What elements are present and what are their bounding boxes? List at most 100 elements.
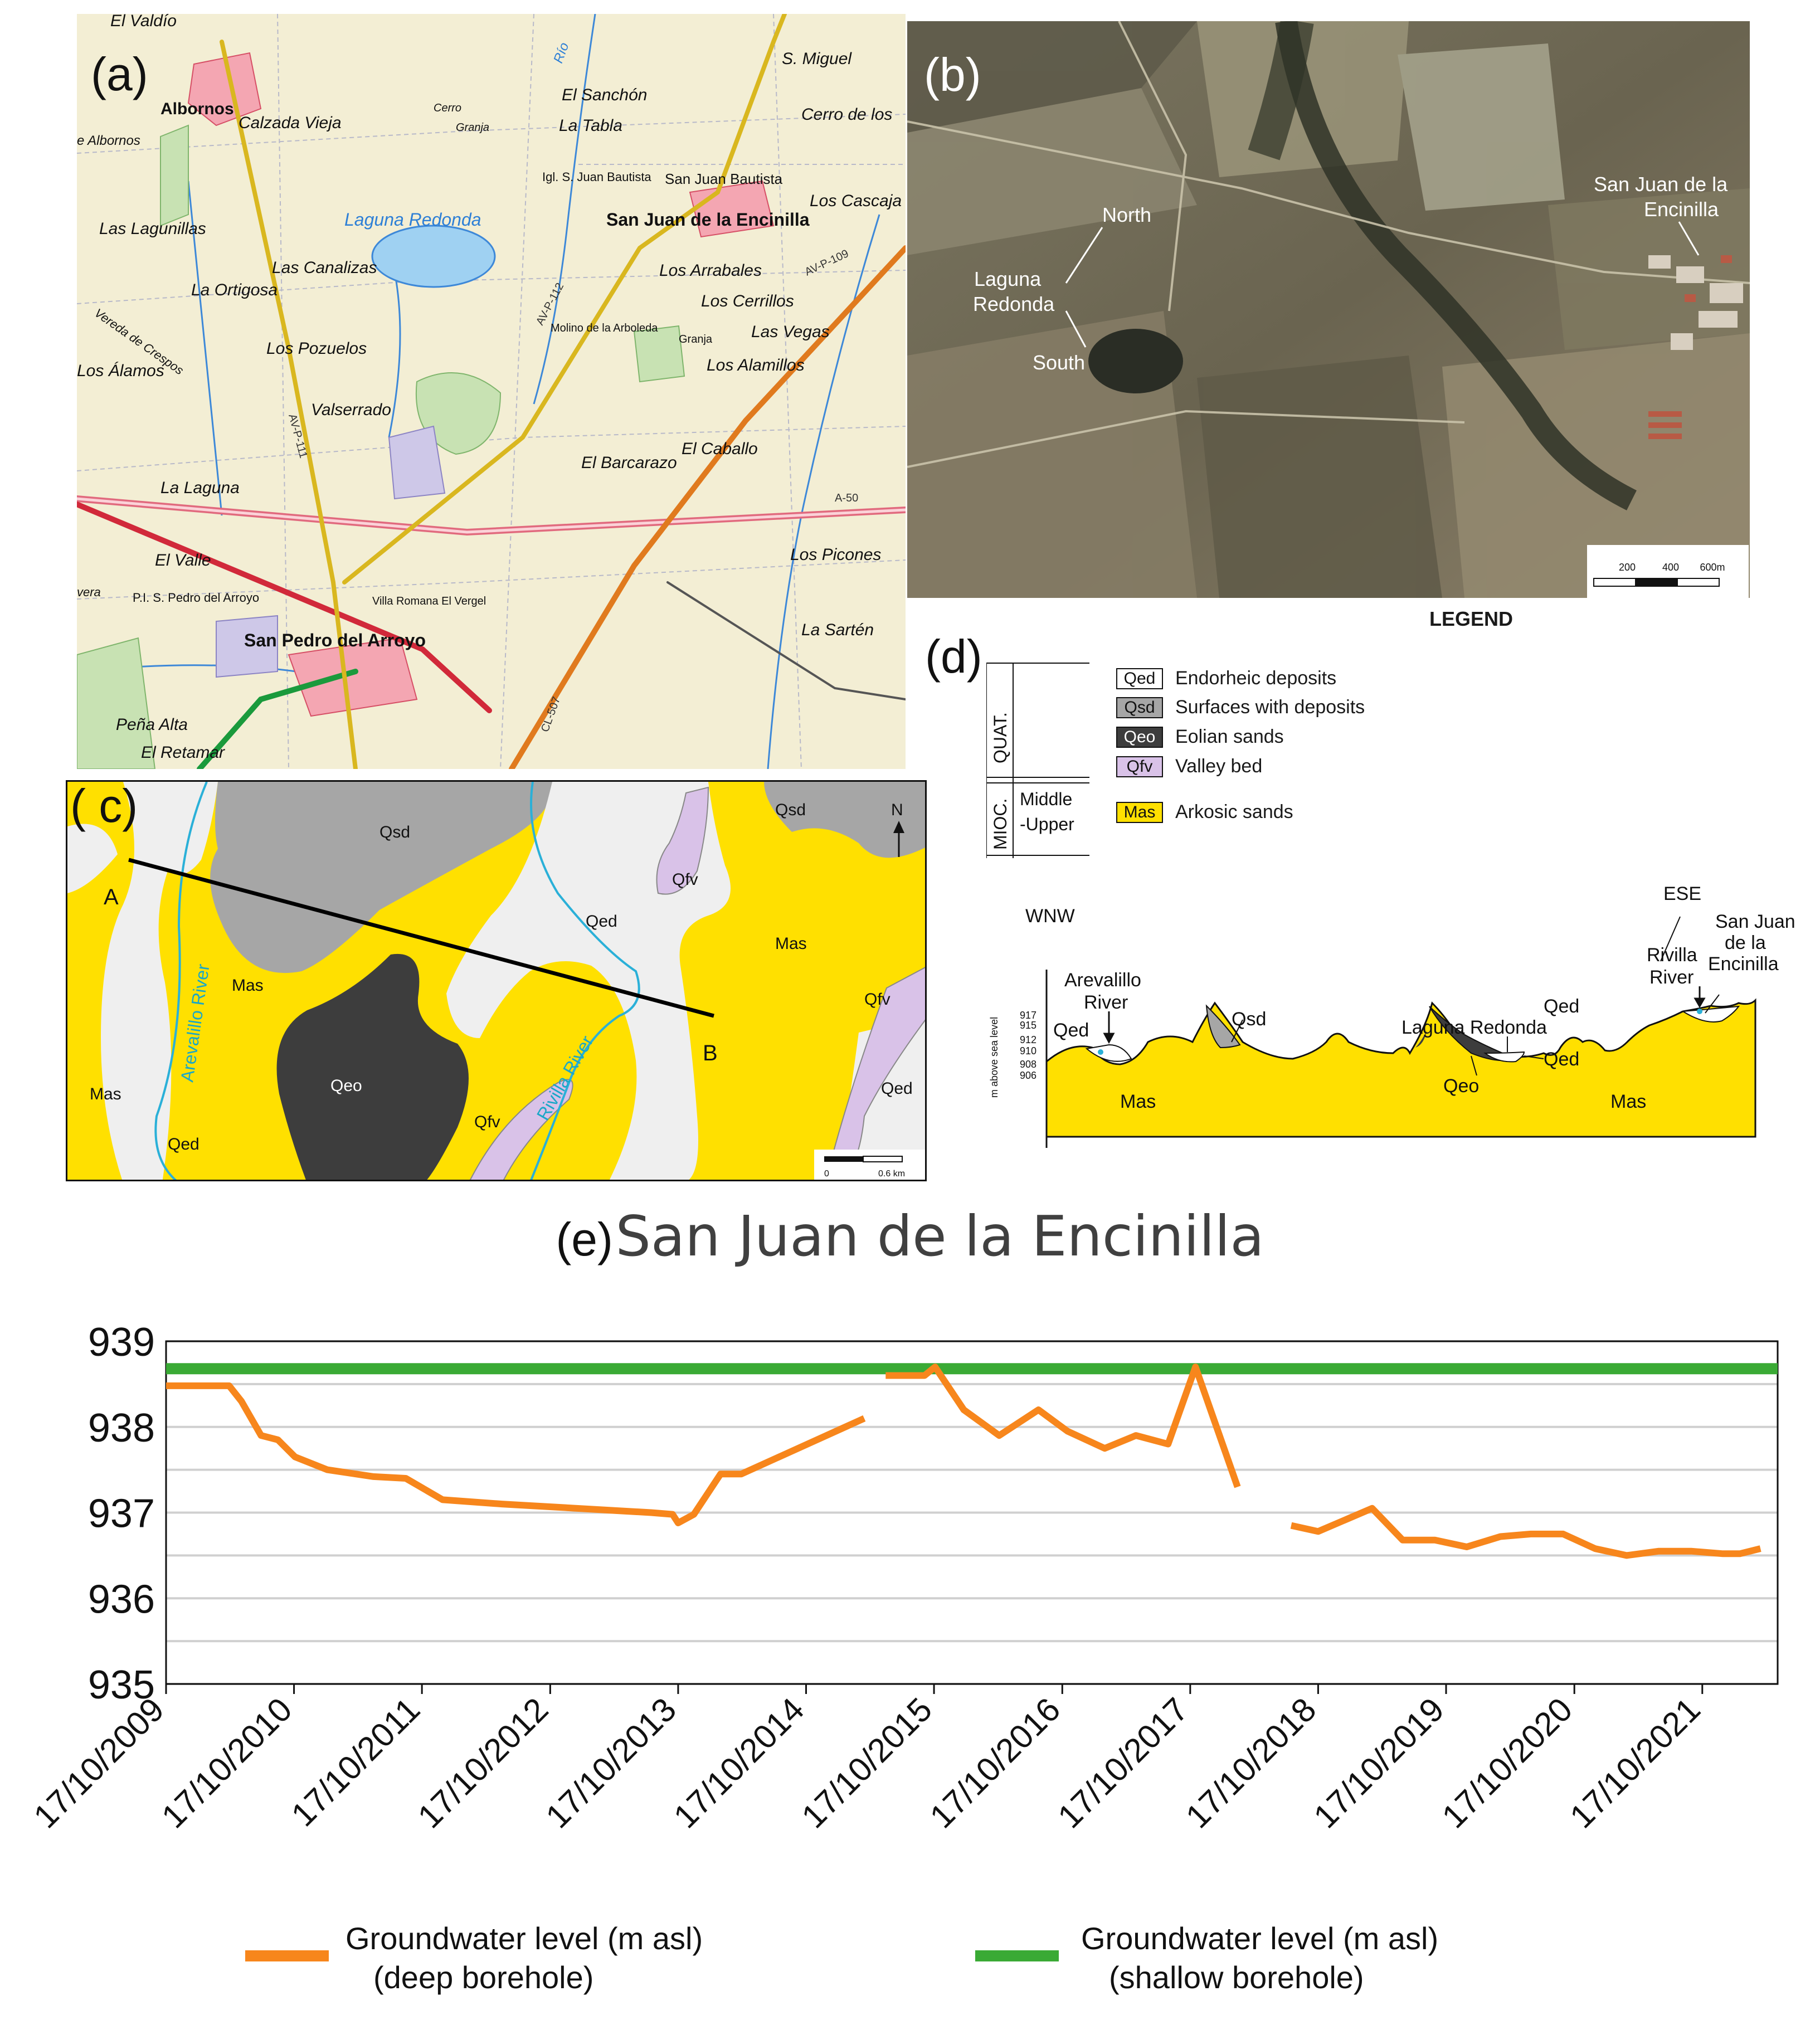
place-label: El Valdío [110, 14, 177, 30]
geo-unit-label: Qed [168, 1135, 199, 1153]
section-label: Arevalillo [1064, 970, 1141, 991]
place-label: Albornos [160, 100, 234, 118]
section-tick: 910 [1020, 1045, 1036, 1057]
place-label: Las Lagunillas [99, 220, 206, 238]
place-label: La Ortigosa [191, 281, 278, 299]
y-tick-label: 938 [88, 1406, 155, 1450]
place-label: Molino de la Arboleda [551, 322, 658, 334]
section-label: River [1649, 967, 1694, 988]
section-tick: 915 [1020, 1020, 1036, 1031]
sat-label-san-juan-2: Encinilla [1644, 198, 1719, 221]
x-tick-label: 17/10/2016 [923, 1691, 1068, 1836]
sat-label-north: North [1102, 203, 1151, 226]
legend-swatch: Mas [1116, 801, 1163, 823]
place-label: Calzada Vieja [239, 114, 342, 132]
legend-label: Groundwater level (m asl) [1081, 1921, 1438, 1956]
legend-label: (shallow borehole) [1109, 1960, 1364, 1995]
legend-label: Groundwater level (m asl) [345, 1921, 703, 1956]
section-label: Rivilla [1647, 945, 1697, 966]
x-tick-label: 17/10/2021 [1563, 1691, 1707, 1836]
place-label: La Tabla [559, 116, 622, 135]
x-tick-label: 17/10/2009 [26, 1691, 171, 1836]
place-label: El Valle [155, 551, 211, 569]
topographic-map: El Valdío Albornos e Albornos Calzada Vi… [77, 14, 906, 769]
age-label-2: -Upper [1020, 814, 1074, 834]
x-tick-label: 17/10/2017 [1050, 1691, 1195, 1836]
geo-unit-label: Qfv [864, 990, 890, 1009]
legend-item: Qeo Eolian sands [1116, 726, 1284, 748]
geo-unit-label: Qsd [775, 801, 806, 819]
legend-item: Mas Arkosic sands [1116, 801, 1293, 823]
x-tick-label: 17/10/2020 [1435, 1691, 1580, 1836]
x-tick-label: 17/10/2015 [795, 1691, 940, 1836]
x-tick-label: 17/10/2013 [538, 1691, 683, 1836]
section-label: Qed [1053, 1020, 1089, 1041]
cross-section-panel: 917 915 912 910 908 906 m above sea leve… [981, 875, 1806, 1165]
chart-title-row: (e) San Juan de la Encinilla [0, 1204, 1820, 1269]
legend-text: Arkosic sands [1175, 801, 1293, 822]
legend-swatch: Qsd [1116, 697, 1163, 718]
geological-map-panel: Qsd Qsd Qed Qed Qed Qfv Qfv Qfv Mas Mas … [66, 780, 927, 1181]
legend-text: Endorheic deposits [1175, 668, 1337, 689]
section-label: River [1084, 992, 1128, 1013]
section-yaxis-label: m above sea level [989, 1017, 1000, 1098]
scale-label: 0 [824, 1169, 829, 1179]
section-label: Qeo [1443, 1075, 1479, 1097]
scale-tick: 600m [1700, 562, 1725, 573]
panel-label-b: (b) [924, 48, 981, 101]
legend-title: LEGEND [1429, 607, 1514, 630]
groundwater-chart: 935 936 937 938 939 17/10/2009 17/10/2010 17/10… [0, 1282, 1820, 2027]
geo-unit-label: Qed [586, 912, 617, 931]
legend-text: Surfaces with deposits [1175, 697, 1365, 718]
geo-unit-label: Qfv [474, 1113, 500, 1131]
geo-unit-label: Qeo [330, 1077, 362, 1095]
legend-item: Qed Endorheic deposits [1116, 668, 1336, 689]
legend-swatch: Qeo [1116, 726, 1163, 748]
place-label: Valserrado [311, 401, 391, 419]
place-label: Los Álamos [77, 362, 164, 380]
sat-label-redonda: Redonda [973, 293, 1055, 315]
place-label: vera [77, 585, 101, 599]
x-tick-label: 17/10/2011 [284, 1691, 427, 1834]
geo-unit-label: Qfv [672, 870, 698, 889]
place-label: P.I. S. Pedro del Arroyo [133, 591, 259, 605]
stratigraphy-column: QUAT. MIOC. Middle -Upper [986, 663, 1089, 858]
place-label: Granja [679, 333, 713, 345]
series-line-deep [1290, 1505, 1761, 1559]
place-label: Villa Romana El Vergel [372, 595, 486, 607]
place-label: Cerro de los [801, 105, 892, 124]
legend-item: Qfv Valley bed [1116, 756, 1262, 777]
section-tick: 906 [1020, 1070, 1036, 1081]
legend-text: Eolian sands [1175, 726, 1284, 747]
geological-map: Qsd Qsd Qed Qed Qed Qfv Qfv Qfv Mas Mas … [67, 782, 925, 1180]
section-label: Qsd [1232, 1009, 1266, 1030]
section-point-a: A [104, 885, 119, 909]
place-label: San Pedro del Arroyo [244, 630, 426, 650]
section-point-b: B [703, 1041, 718, 1065]
place-label: S. Miguel [782, 50, 852, 68]
place-label: San Juan Bautista [665, 171, 783, 187]
section-direction-ese: ESE [1663, 883, 1701, 904]
y-tick-label: 939 [88, 1320, 155, 1365]
place-label: Las Vegas [751, 323, 830, 341]
north-arrow-label: N [891, 801, 903, 819]
series-line-deep [885, 1364, 1241, 1488]
x-tick-label: 17/10/2018 [1179, 1691, 1323, 1836]
y-tick-label: 937 [88, 1492, 155, 1536]
place-label: Los Cascaja [810, 192, 902, 210]
place-label: Los Cerrillos [701, 292, 794, 310]
panel-label-c: ( c) [70, 780, 138, 832]
section-label: Encinilla [1708, 953, 1779, 975]
legend-label: (deep borehole) [373, 1960, 593, 1995]
geo-unit-label: Qsd [379, 823, 410, 841]
scale-tick: 200 [1619, 562, 1636, 573]
sat-label-south: South [1033, 351, 1085, 374]
geo-unit-label: Mas [90, 1085, 121, 1103]
section-direction-wnw: WNW [1025, 906, 1075, 927]
legend-text: Valley bed [1175, 756, 1263, 777]
road-code: A-50 [835, 492, 858, 504]
topographic-map-panel: El Valdío Albornos e Albornos Calzada Vi… [77, 14, 906, 769]
place-label: San Juan de la Encinilla [606, 210, 810, 230]
panel-label-a: (a) [91, 48, 148, 100]
place-label: Los Picones [790, 546, 881, 564]
